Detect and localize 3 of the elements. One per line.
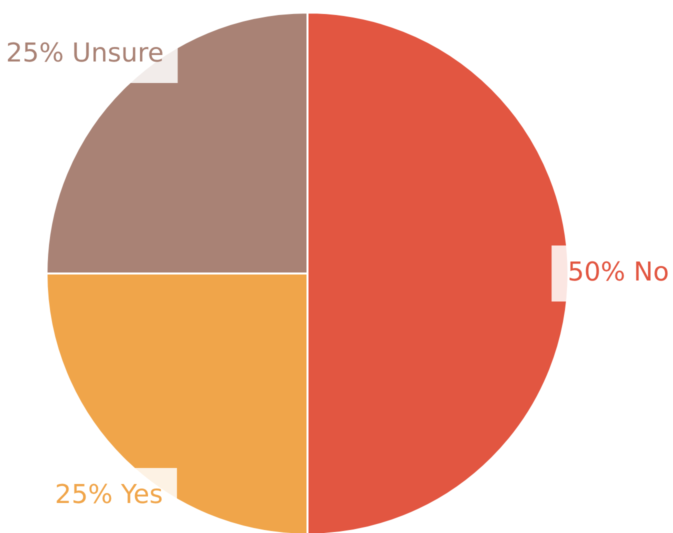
slice-label: 25% Yes	[54, 480, 163, 510]
slice-label: 50% No	[568, 257, 670, 288]
slice-label: 25% Unsure	[6, 38, 164, 69]
